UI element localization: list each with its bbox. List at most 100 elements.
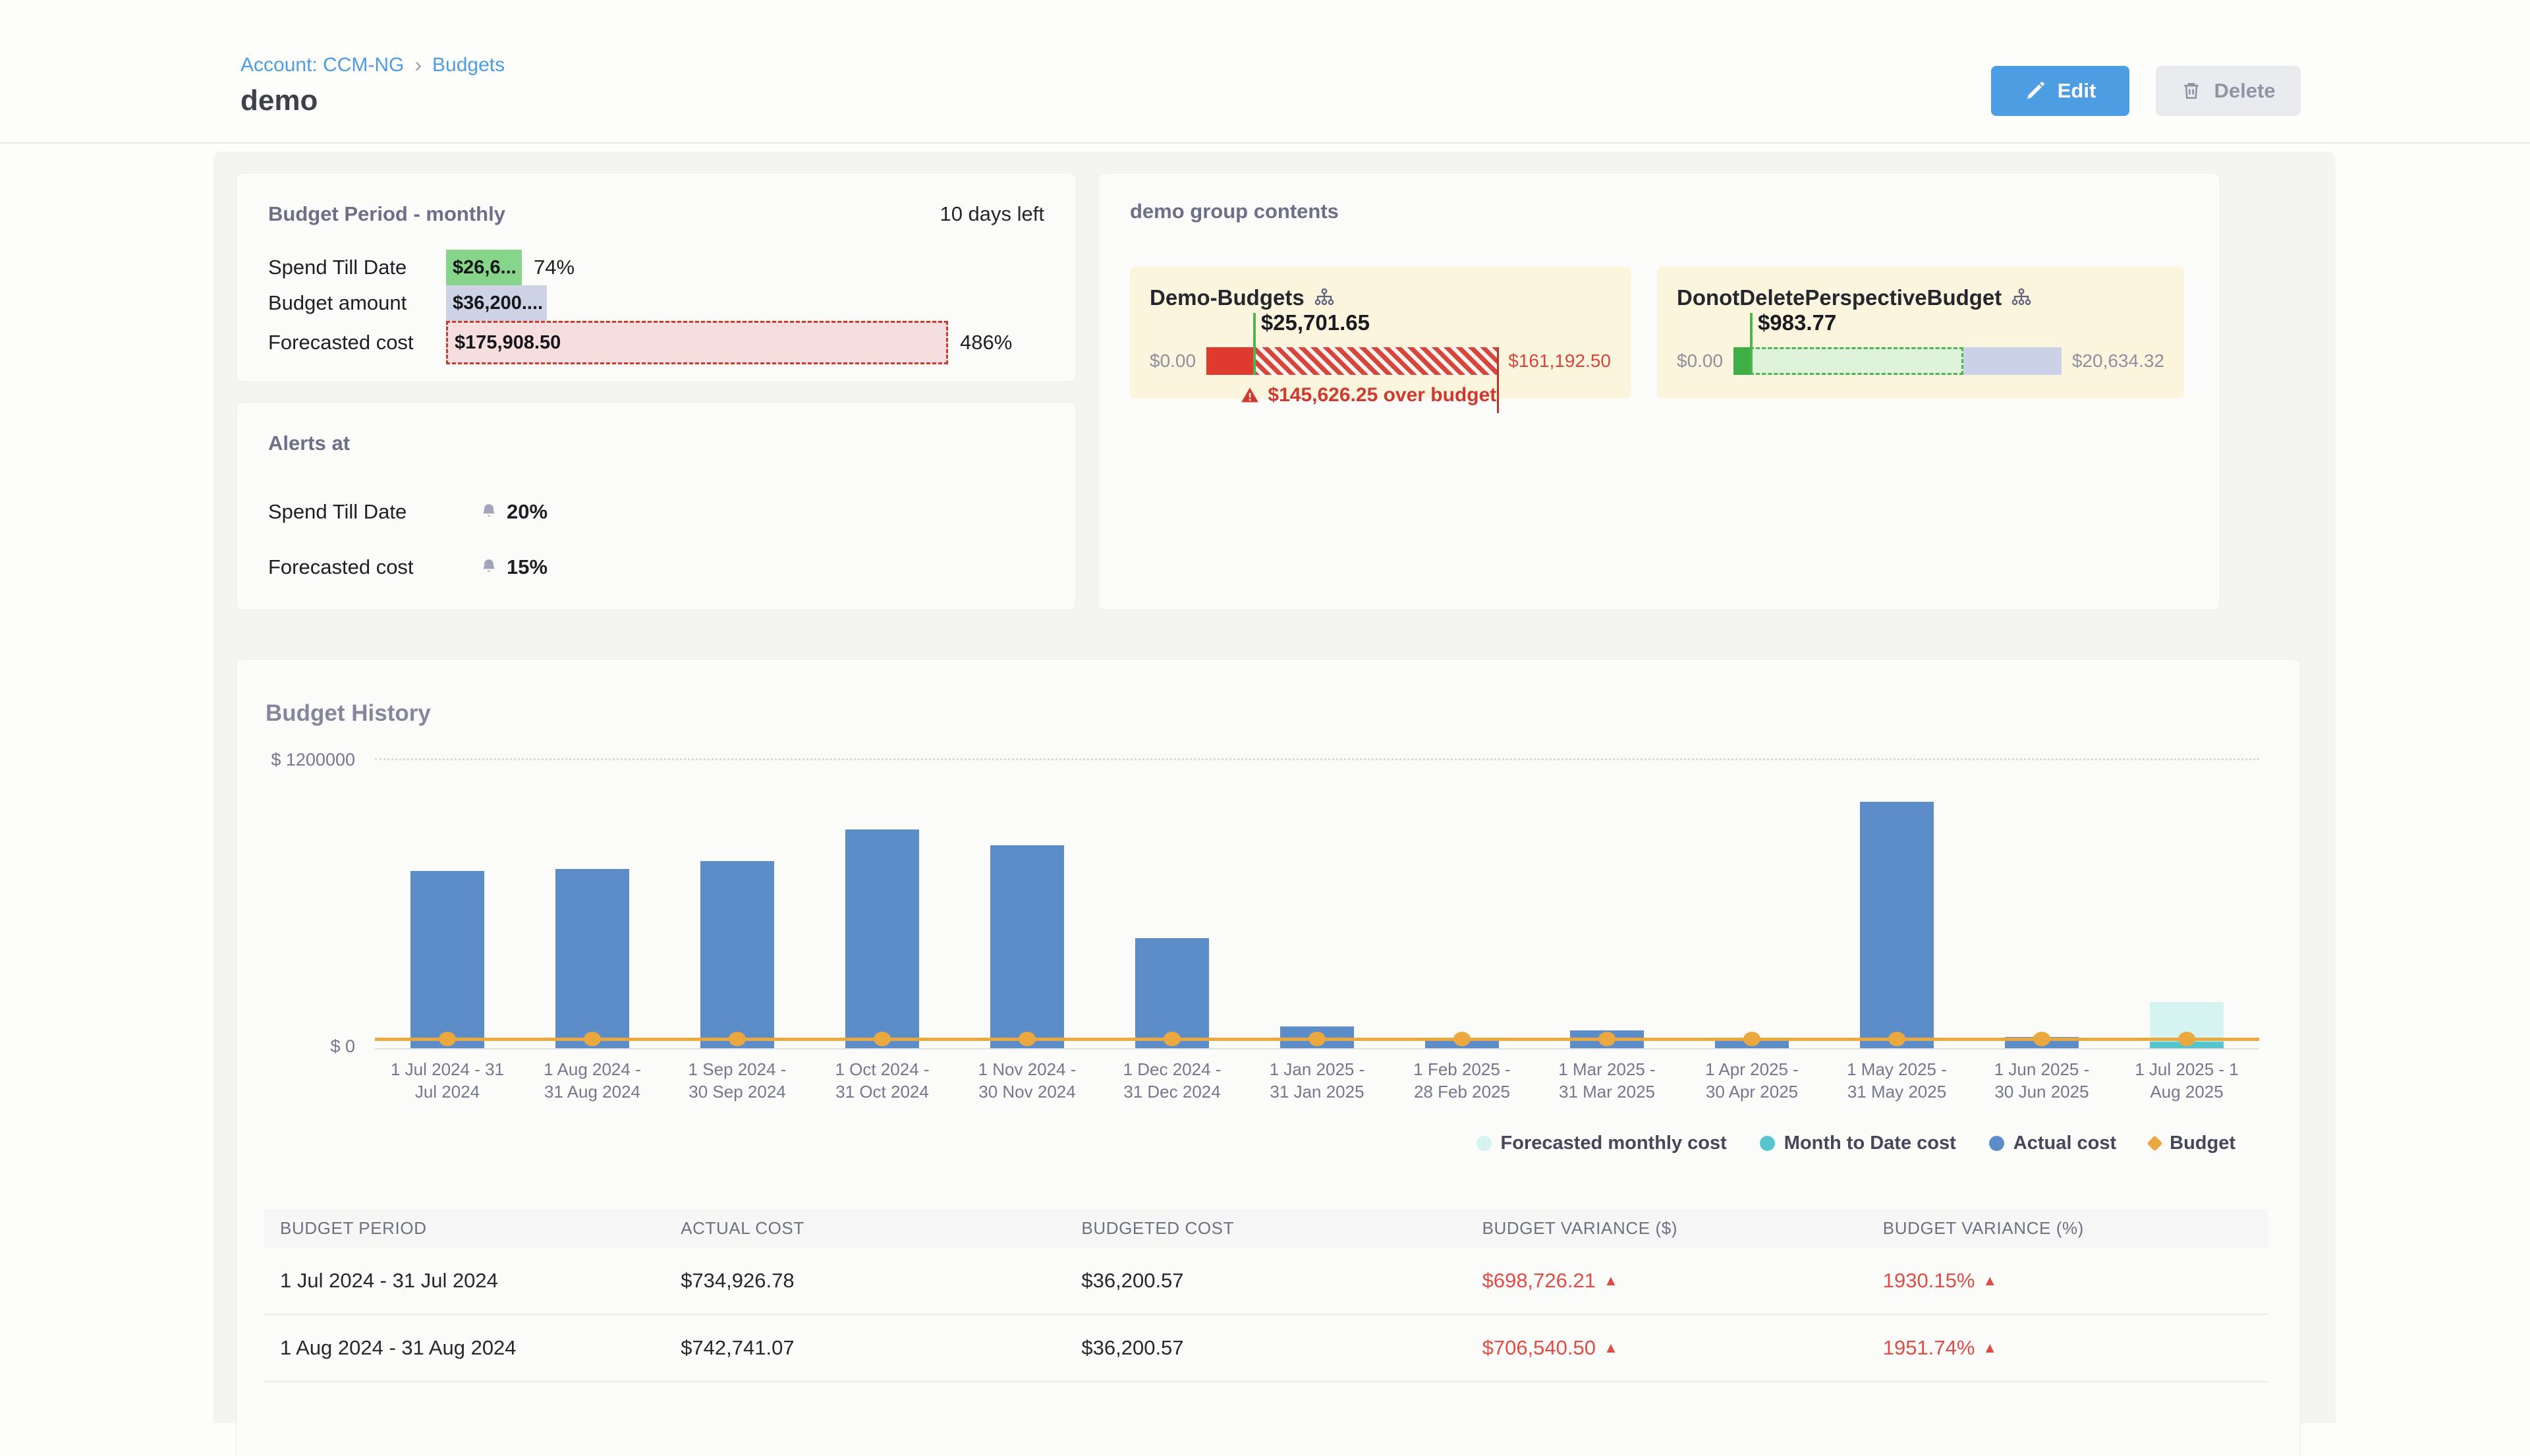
budget-period-percent: 74%	[534, 256, 575, 279]
chart-legend: Forecasted monthly cost Month to Date cos…	[237, 1133, 2235, 1154]
budget-marker-icon	[439, 1032, 456, 1046]
hierarchy-icon	[2011, 288, 2031, 306]
legend-item[interactable]: Budget	[2147, 1132, 2235, 1154]
actual-cost-bar[interactable]	[410, 870, 484, 1048]
chevron-right-icon: ›	[414, 53, 422, 76]
chart-column	[1390, 760, 1534, 1048]
y-axis-tick-zero: $ 0	[330, 1036, 355, 1056]
x-axis-label: 1 Aug 2024 - 31 Aug 2024	[520, 1059, 665, 1104]
edit-button-label: Edit	[2057, 79, 2096, 102]
table-row[interactable]: 1 Aug 2024 - 31 Aug 2024 $742,741.07 $36,2…	[264, 1315, 2268, 1382]
legend-item[interactable]: Forecasted monthly cost	[1476, 1133, 1727, 1154]
x-axis-label: 1 Oct 2024 - 31 Oct 2024	[810, 1059, 955, 1104]
actual-cost-bar[interactable]	[990, 845, 1064, 1048]
spend-marker-line	[1252, 313, 1256, 375]
x-axis-label-text: 1 Jul 2024 - 31 Jul 2024	[390, 1059, 504, 1102]
chart-column	[520, 760, 665, 1048]
budget-marker-icon	[729, 1032, 746, 1046]
budget-min-label: $0.00	[1677, 350, 1724, 371]
over-budget-label: $145,626.25 over budget	[1240, 384, 1496, 406]
breadcrumb-account-link[interactable]: Account: CCM-NG	[240, 53, 405, 76]
legend-label: Forecasted monthly cost	[1500, 1132, 1727, 1154]
actual-cost-bar[interactable]	[1860, 802, 1934, 1048]
chart-column	[1245, 760, 1390, 1048]
alert-threshold: 20%	[479, 500, 548, 524]
actual-cost-bar[interactable]	[1135, 938, 1209, 1048]
alerts-rows: Spend Till Date 20% Forecasted cost 15%	[268, 484, 1044, 595]
budget-max-label: $161,192.50	[1508, 350, 1611, 371]
table-column-header: BUDGET VARIANCE (%)	[1882, 1218, 2084, 1239]
cell-actual-cost: $734,926.78	[681, 1268, 795, 1292]
page-header: Account: CCM-NG › Budgets demo Edit Dele…	[0, 0, 2530, 144]
budget-marker-icon	[1598, 1032, 1616, 1046]
budget-period-bar: $175,908.50 486%	[446, 321, 1012, 364]
budget-period-row: Budget amount $36,200....	[268, 285, 1044, 321]
budget-period-bar: $26,6... 74%	[446, 250, 948, 285]
cell-variance-pct: 1951.74% ▲	[1882, 1335, 1998, 1359]
up-arrow-icon: ▲	[1982, 1272, 1998, 1289]
table-row[interactable]: 1 Jul 2024 - 31 Jul 2024 $734,926.78 $36,2…	[264, 1248, 2268, 1315]
forecast-end-line	[1497, 347, 1500, 413]
chart-column	[1824, 760, 1969, 1048]
x-axis-label-text: 1 Sep 2024 - 30 Sep 2024	[688, 1059, 787, 1102]
budget-marker-icon	[874, 1032, 891, 1046]
legend-marker-icon	[1476, 1135, 1492, 1151]
budget-period-bar: $36,200....	[446, 285, 948, 321]
budget-marker-icon	[1308, 1032, 1326, 1046]
budget-period-chip-spend: $26,6...	[446, 250, 522, 285]
up-arrow-icon: ▲	[1604, 1339, 1618, 1356]
actual-cost-bar[interactable]	[845, 829, 919, 1048]
breadcrumb-budgets-link[interactable]: Budgets	[432, 53, 505, 76]
chart-column	[810, 760, 955, 1048]
up-arrow-icon: ▲	[1982, 1339, 1998, 1356]
budget-period-title: Budget Period - monthly	[268, 202, 505, 225]
bar-segment-hatch-red	[1252, 347, 1498, 375]
trash-icon	[2184, 83, 2199, 99]
x-axis-label: 1 Apr 2025 - 30 Apr 2025	[1679, 1059, 1824, 1104]
budget-marker-icon	[584, 1032, 601, 1046]
x-axis-label-text: 1 Aug 2024 - 31 Aug 2024	[544, 1059, 641, 1102]
chart-column	[2114, 760, 2259, 1048]
x-axis-label: 1 Sep 2024 - 30 Sep 2024	[665, 1059, 810, 1104]
table-column-header: ACTUAL COST	[681, 1218, 804, 1239]
budget-period-row-label: Spend Till Date	[268, 256, 407, 279]
cell-budget-period: 1 Aug 2024 - 31 Aug 2024	[280, 1335, 517, 1359]
group-contents-card: demo group contents Demo-Budgets $0.00 $25…	[1098, 173, 2220, 610]
x-axis-label-text: 1 Oct 2024 - 31 Oct 2024	[835, 1059, 930, 1102]
group-budget-card[interactable]: Demo-Budgets $0.00 $25,701.65 $145,626.25 o…	[1130, 267, 1631, 413]
actual-cost-bar[interactable]	[700, 860, 774, 1048]
table-header-row: BUDGET PERIOD ACTUAL COST BUDGETED COST BUD…	[264, 1209, 2268, 1248]
legend-item[interactable]: Actual cost	[1988, 1133, 2116, 1154]
budget-period-chip-forecast: $175,908.50	[446, 321, 948, 364]
budget-marker-icon	[1018, 1032, 1036, 1046]
x-axis-label: 1 Jan 2025 - 31 Jan 2025	[1245, 1059, 1390, 1104]
bell-icon	[483, 559, 495, 572]
x-axis-label: 1 Nov 2024 - 30 Nov 2024	[955, 1059, 1100, 1104]
budget-marker-icon	[2033, 1032, 2050, 1046]
group-budget-bar-row: $0.00 $25,701.65 $145,626.25 over budget $1…	[1150, 310, 1611, 413]
edit-button[interactable]: Edit	[1991, 66, 2129, 116]
legend-label: Budget	[2170, 1132, 2235, 1154]
budget-history-plot: $ 1200000 $ 0	[271, 750, 2259, 1056]
cell-variance-usd: $706,540.50 ▲	[1482, 1335, 1618, 1359]
x-axis-label: 1 Jun 2025 - 30 Jun 2025	[1969, 1059, 2114, 1104]
group-budget-name-label: DonotDeletePerspectiveBudget	[1677, 285, 2002, 310]
budget-marker-icon	[1453, 1032, 1471, 1046]
delete-button[interactable]: Delete	[2156, 66, 2301, 116]
chart-column	[1969, 760, 2114, 1048]
budget-marker-icon	[1743, 1032, 1760, 1046]
alert-row: Spend Till Date 20%	[268, 484, 1044, 540]
group-budget-card[interactable]: DonotDeletePerspectiveBudget $0.00 $983.77…	[1657, 267, 2184, 399]
budget-line	[375, 1032, 2259, 1046]
cell-variance-usd: $698,726.21 ▲	[1482, 1268, 1618, 1292]
legend-item[interactable]: Month to Date cost	[1759, 1133, 1956, 1154]
days-left-label: 10 days left	[940, 202, 1044, 225]
cell-budgeted-cost: $36,200.57	[1081, 1335, 1184, 1359]
chart-column	[375, 760, 520, 1048]
y-axis-tick-top: $ 1200000	[271, 750, 355, 770]
budget-marker-icon	[1164, 1032, 1181, 1046]
alert-threshold: 15%	[479, 555, 548, 579]
breadcrumb: Account: CCM-NG › Budgets	[240, 53, 505, 77]
actual-cost-bar[interactable]	[555, 868, 629, 1048]
group-budget-bar: $25,701.65 $145,626.25 over budget	[1206, 310, 1500, 413]
